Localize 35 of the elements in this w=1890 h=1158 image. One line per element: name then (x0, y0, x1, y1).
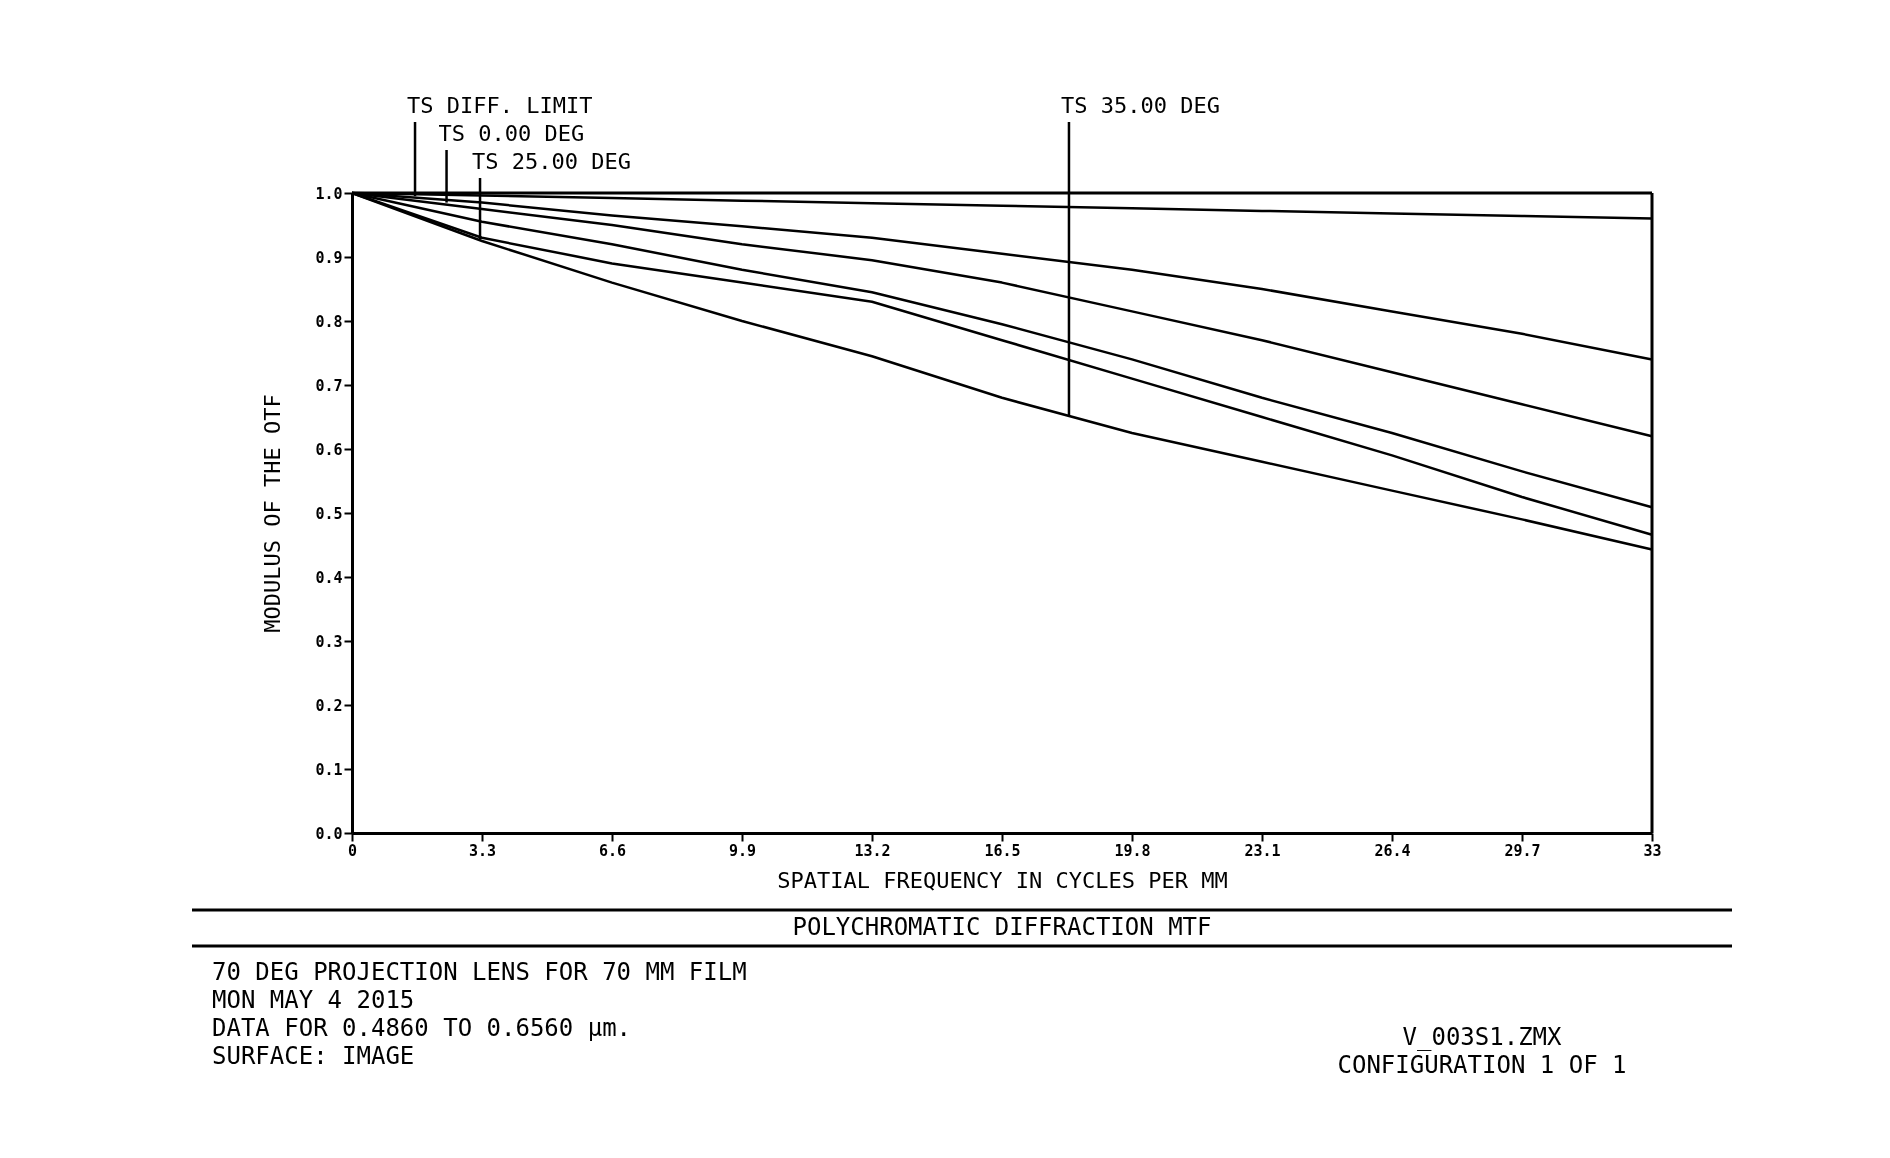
y-tick-label: 0.0 (315, 824, 343, 843)
x-tick-label: 16.5 (984, 841, 1021, 860)
x-axis-title: SPATIAL FREQUENCY IN CYCLES PER MM (777, 867, 1228, 893)
annotation: TS 0.00 DEG (438, 121, 585, 146)
y-tick-label: 0.5 (315, 504, 343, 523)
y-tick-label: 0.4 (315, 568, 343, 587)
y-axis-title: MODULUS OF THE OTF (260, 394, 286, 633)
text: 70 DEG PROJECTION LENS FOR 70 MM FILM (212, 958, 747, 986)
text: POLYCHROMATIC DIFFRACTION MTF (792, 913, 1212, 941)
y-tick-label: 0.3 (315, 632, 343, 651)
y-tick-label: 0.6 (315, 440, 343, 459)
x-tick-label: 33 (1643, 841, 1662, 860)
x-tick-label: 23.1 (1244, 841, 1281, 860)
y-tick-label: 1.0 (315, 184, 343, 203)
x-tick-label: 26.4 (1374, 841, 1411, 860)
y-tick-label: 0.8 (315, 312, 343, 331)
annotation: TS DIFF. LIMIT (407, 93, 593, 118)
text: DATA FOR 0.4860 TO 0.6560 µm. (212, 1014, 632, 1042)
y-tick-label: 0.2 (315, 696, 343, 715)
x-tick-label: 29.7 (1504, 841, 1541, 860)
y-tick-label: 0.1 (315, 760, 343, 779)
text: CONFIGURATION 1 OF 1 (1337, 1051, 1627, 1079)
x-tick-label: 6.6 (598, 841, 627, 860)
text: MON MAY 4 2015 (212, 986, 415, 1014)
annotation: TS 25.00 DEG (472, 149, 631, 174)
text: SURFACE: IMAGE (212, 1042, 415, 1070)
x-tick-label: 19.8 (1114, 841, 1151, 860)
x-tick-label: 13.2 (854, 841, 891, 860)
x-tick-label: 0 (347, 841, 358, 860)
y-tick-label: 0.7 (315, 376, 343, 395)
x-tick-label: 9.9 (728, 841, 757, 860)
text: V_003S1.ZMX (1402, 1023, 1563, 1051)
x-tick-label: 3.3 (468, 841, 497, 860)
annotation: TS 35.00 DEG (1060, 93, 1220, 118)
y-tick-label: 0.9 (315, 248, 343, 267)
